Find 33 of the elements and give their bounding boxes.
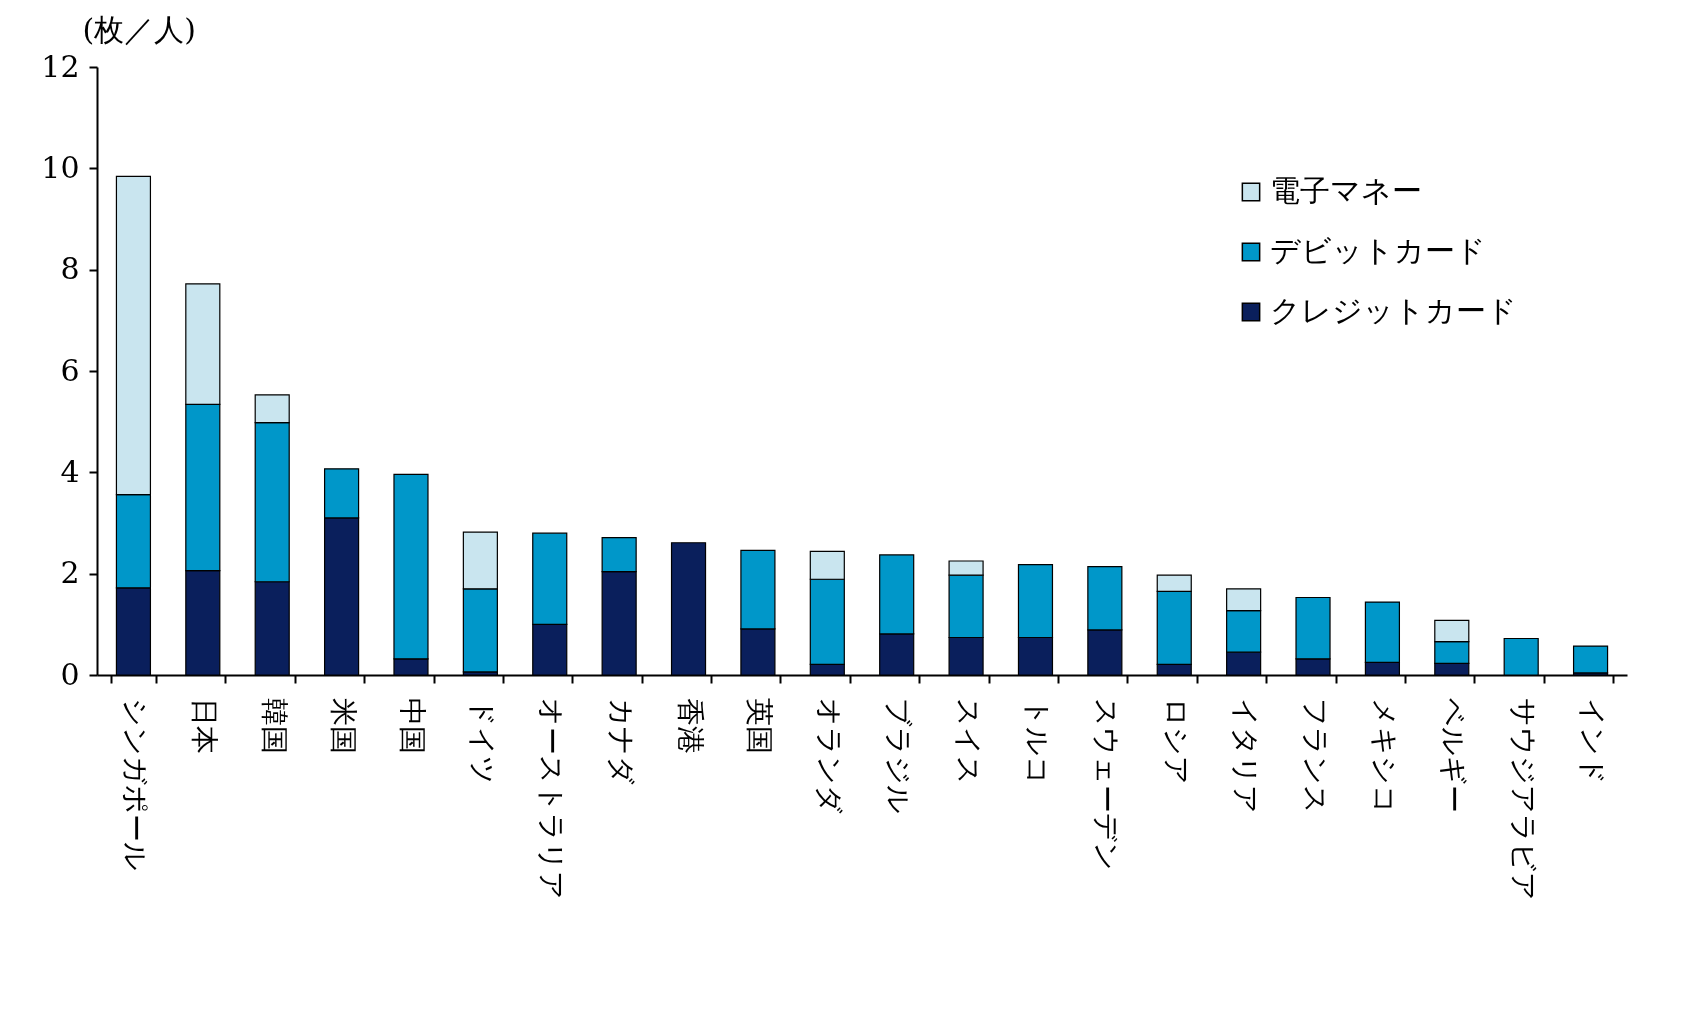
y-tick-label: 10 bbox=[41, 149, 80, 185]
x-tick-label: 香港 bbox=[674, 697, 708, 754]
x-tick-label: シンガポール bbox=[118, 697, 152, 871]
x-tick-label: フランス bbox=[1298, 697, 1332, 814]
x-tick-label: インド bbox=[1576, 697, 1610, 785]
y-tick-label: 4 bbox=[60, 453, 80, 489]
x-tick-label: スウェーデン bbox=[1090, 697, 1124, 871]
x-tick-label: 英国 bbox=[743, 697, 777, 754]
y-tick-label: 8 bbox=[60, 251, 80, 287]
x-tick-label: 韓国 bbox=[257, 697, 291, 754]
legend-label: デビットカード bbox=[1270, 233, 1486, 268]
x-tick-label: イタリア bbox=[1229, 697, 1263, 814]
y-tick-label: 12 bbox=[41, 48, 80, 84]
x-tick-label: オランダ bbox=[812, 697, 846, 814]
x-tick-label: スイス bbox=[951, 697, 985, 785]
legend-label: 電子マネー bbox=[1270, 173, 1422, 208]
x-tick-label: ロシア bbox=[1159, 697, 1193, 785]
y-tick-label: 6 bbox=[60, 352, 80, 388]
legend-label: クレジットカード bbox=[1270, 293, 1517, 328]
x-tick-label: 日本 bbox=[188, 697, 222, 754]
x-tick-label: メキシコ bbox=[1367, 697, 1401, 814]
x-tick-label: カナダ bbox=[604, 697, 638, 785]
x-tick-label: オーストラリア bbox=[535, 697, 569, 900]
y-axis-title: (枚／人) bbox=[82, 11, 196, 47]
x-tick-label: 米国 bbox=[327, 697, 361, 754]
y-tick-label: 0 bbox=[60, 656, 80, 692]
x-tick-label: ベルギー bbox=[1437, 697, 1471, 813]
x-tick-label: トルコ bbox=[1020, 697, 1054, 785]
x-tick-label: ドイツ bbox=[465, 697, 499, 785]
x-tick-label: ブラジル bbox=[882, 697, 916, 814]
x-tick-label: サウジアラビア bbox=[1506, 697, 1540, 901]
x-tick-label: 中国 bbox=[396, 697, 430, 754]
y-tick-label: 2 bbox=[60, 555, 80, 591]
